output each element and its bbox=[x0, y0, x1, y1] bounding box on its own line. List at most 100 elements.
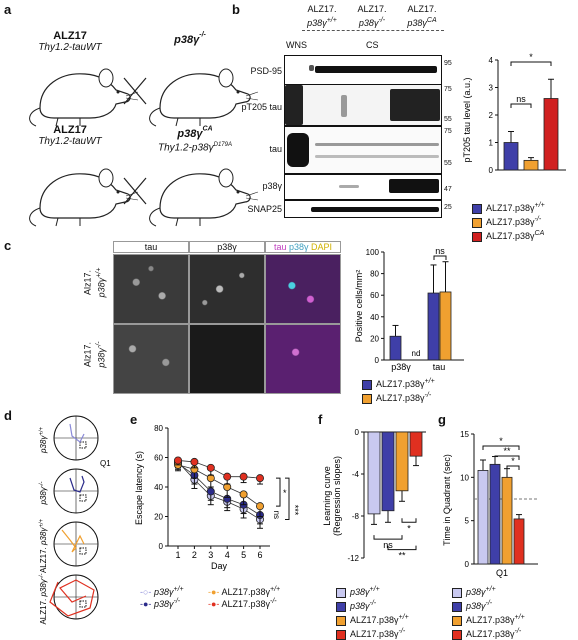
chart-e-xtick-label-4: 5 bbox=[241, 550, 246, 560]
mouse-icon-4 bbox=[148, 168, 259, 227]
col-header-2: ALZ17. p38γ-/- bbox=[357, 4, 387, 28]
legend-bottom-g: p38γ+/+ p38γ-/- ALZ17.p38γ+/+ ALZ17.p38γ… bbox=[452, 584, 525, 640]
micrograph-p38-wt bbox=[189, 254, 265, 324]
chart-c-y-tick-label-3: 60 bbox=[370, 291, 379, 300]
chart-f-bar-1 bbox=[381, 431, 395, 512]
blot-tau bbox=[284, 126, 442, 174]
panel-a-label: a bbox=[4, 2, 12, 17]
chart-c-legend-1: ALZ17.p38γ+/+ bbox=[362, 376, 435, 390]
blot-psd95 bbox=[284, 55, 442, 85]
row-label-c-1: Alz17. p38γ+/+ bbox=[82, 267, 107, 298]
chart-e-point-2-4 bbox=[239, 490, 248, 499]
chart-f: -12 -8 -4 0 Learning curve (Regression slopes… bbox=[322, 428, 426, 563]
legend-f-1: p38γ+/+ bbox=[336, 584, 409, 598]
maze-trace-2 bbox=[61, 529, 85, 553]
panel-g-label: g bbox=[438, 412, 446, 427]
maze-q1-label: Q1 bbox=[100, 459, 111, 468]
chart-g-ylabel: Time in Quadrant (sec) bbox=[442, 454, 452, 546]
chart-e-bracket-1 bbox=[276, 477, 281, 507]
legend-g-2: p38γ-/- bbox=[452, 598, 525, 612]
chart-c-bar-0-0 bbox=[389, 335, 402, 361]
row1-left-sub: Thy1.2-tauWT bbox=[38, 42, 102, 53]
blot-pt205-tau bbox=[284, 84, 442, 126]
mouse-icon-2 bbox=[148, 68, 259, 127]
maze-platform-3 bbox=[79, 600, 87, 608]
fraction-n: N bbox=[294, 40, 302, 50]
row1-right-title: p38γ bbox=[174, 34, 200, 46]
blot-label-p38: p38γ bbox=[262, 181, 282, 191]
chart-b-sig bbox=[510, 61, 552, 66]
panel-f-label: f bbox=[318, 412, 323, 427]
marker-tau-75: 75 bbox=[444, 128, 452, 135]
chart-f-ns bbox=[373, 535, 403, 540]
chart-e-bracket-2 bbox=[285, 477, 290, 520]
chart-g-sig-3-label: * bbox=[511, 456, 515, 466]
micrograph-p38-ko bbox=[189, 324, 265, 394]
chart-b-legend-3: ALZ17.p38γCA bbox=[472, 228, 545, 242]
col-header-tau: tau bbox=[113, 241, 189, 253]
chart-g-y-tick-label-3: 15 bbox=[460, 430, 469, 439]
chart-f-sig-1-label: * bbox=[407, 523, 411, 533]
mouse-icon-1 bbox=[28, 68, 139, 127]
micrograph-merge-ko bbox=[265, 324, 341, 394]
chart-e-point-3-2 bbox=[206, 463, 215, 472]
chart-c-y-tick-label-2: 40 bbox=[370, 313, 379, 322]
micrograph-tau-ko bbox=[113, 324, 189, 394]
chart-f-ylabel-2: (Regression slopes) bbox=[332, 456, 342, 536]
chart-e-legend-2: -●- ALZ17.p38γ+/+ bbox=[208, 586, 281, 597]
maze-row-label-3: ALZ17. p38γ-/- bbox=[39, 573, 48, 624]
col-header-3: ALZ17. p38γCA bbox=[407, 4, 437, 28]
chart-g-sig-1-label: * bbox=[499, 436, 503, 446]
chart-e-sig-1: * bbox=[283, 488, 287, 498]
chart-f-sig-2-label: ** bbox=[398, 551, 406, 561]
chart-b-legend: ALZ17.p38γ+/+ ALZ17.p38γ-/- ALZ17.p38γCA bbox=[472, 200, 545, 242]
chart-b-y-tick-label-3: 3 bbox=[489, 84, 494, 93]
chart-e-point-3-5 bbox=[256, 474, 265, 483]
legend-g-3: ALZ17.p38γ+/+ bbox=[452, 612, 525, 626]
chart-b-y-tick-label-2: 2 bbox=[489, 111, 494, 120]
row2-right-sub: Thy1.2-p38γ bbox=[158, 142, 214, 154]
chart-c-legend: ALZ17.p38γ+/+ ALZ17.p38γ-/- bbox=[362, 376, 435, 404]
chart-e-point-3-0 bbox=[174, 456, 183, 465]
row2-right-title: p38γ bbox=[177, 128, 203, 140]
chart-b-bar-2 bbox=[543, 98, 559, 171]
chart-b-y-tick-label-0: 0 bbox=[489, 166, 494, 175]
chart-e-point-3-3 bbox=[223, 472, 232, 481]
chart-c-y-tick-label-5: 100 bbox=[366, 248, 380, 257]
chart-b: 0 1 2 3 4 pT205 tau level (a.u.) ns * bbox=[462, 52, 566, 175]
blot-label-pt205: pT205 tau bbox=[241, 102, 282, 112]
col-header-p38: p38γ bbox=[189, 241, 265, 253]
chart-c-legend-2: ALZ17.p38γ-/- bbox=[362, 390, 435, 404]
chart-e-sig-2: *** bbox=[290, 505, 300, 516]
chart-f-y-tick-label-3: 0 bbox=[355, 428, 360, 437]
chart-e-point-1-2 bbox=[206, 487, 215, 496]
chart-g-sig-3 bbox=[506, 465, 520, 470]
fraction-w: W bbox=[286, 40, 295, 50]
blot-p38 bbox=[284, 174, 442, 200]
chart-c-y-tick-label-4: 80 bbox=[370, 270, 379, 279]
chart-e-legend-3: -●- p38γ-/- bbox=[140, 598, 181, 609]
row2-right-sup: CA bbox=[202, 125, 213, 133]
maze-row-label-1: p38γ-/- bbox=[39, 481, 48, 505]
chart-g-bar-2 bbox=[501, 476, 513, 565]
chart-g-y-tick-label-0: 0 bbox=[465, 560, 470, 569]
chart-c-ns-label: ns bbox=[435, 246, 445, 256]
row1-left-title: ALZ17 bbox=[53, 30, 87, 42]
chart-e: 0 20 40 60 80 1 2 3 4 5 6 Day Escape latency (s) ****… bbox=[134, 424, 300, 571]
chart-b-legend-2: ALZ17.p38γ-/- bbox=[472, 214, 545, 228]
row2-right-sub-sup: D179A bbox=[213, 142, 232, 148]
marker-pt205-55: 55 bbox=[444, 116, 452, 123]
marker-psd95: 95 bbox=[444, 60, 452, 67]
chart-e-line-1 bbox=[177, 463, 261, 516]
legend-f-2: p38γ-/- bbox=[336, 598, 409, 612]
chart-g-sig-2-label: ** bbox=[503, 446, 511, 456]
chart-e-xtick-label-1: 2 bbox=[192, 550, 197, 560]
panel-d-watermaze: p38γ+/+ p38γ-/- ALZ17. p38γ+/+ALZ17. p38γ-… bbox=[39, 415, 111, 625]
chart-e-ns: ns bbox=[272, 511, 281, 519]
chart-b-bar-0 bbox=[503, 142, 519, 171]
chart-g-xlabel: Q1 bbox=[496, 568, 508, 578]
chart-c-y-tick-label-1: 20 bbox=[370, 334, 379, 343]
maze-platform-0 bbox=[79, 441, 87, 449]
cross-icon-2 bbox=[123, 177, 147, 205]
panel-c-label: c bbox=[4, 238, 12, 253]
